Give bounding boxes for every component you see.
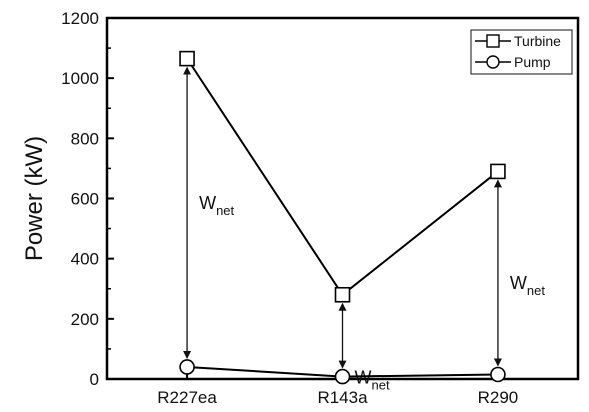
data-series	[179, 50, 506, 385]
turbine-point	[179, 50, 195, 67]
pump-point	[490, 366, 506, 383]
y-tick-label: 200	[71, 310, 99, 329]
tick-marks	[107, 17, 499, 380]
x-tick-label: R227ea	[157, 388, 217, 407]
series-line-turbine	[186, 58, 499, 297]
legend-label: Pump	[514, 54, 551, 70]
y-tick-label: 400	[71, 250, 99, 269]
tick-labels: 0 200 400 600 800 1000 1200 R227ea R143a R290	[61, 9, 518, 407]
y-tick-label: 1200	[61, 9, 99, 28]
legend-square-marker	[486, 34, 500, 48]
wnet-subscript: net	[216, 203, 234, 218]
y-axis-title: Power (kW)	[21, 136, 48, 261]
pump-point	[334, 368, 351, 385]
legend-circle-marker	[486, 55, 500, 69]
x-tick-label: R290	[478, 388, 519, 407]
legend-label: Turbine	[514, 33, 561, 49]
legend: Turbine Pump	[470, 29, 573, 75]
y-tick-label: 800	[71, 129, 99, 148]
turbine-point	[490, 163, 506, 180]
wnet-label: Wnet	[199, 193, 234, 218]
y-tick-label: 0	[90, 370, 99, 389]
turbine-point	[334, 286, 351, 303]
y-tick-label: 600	[71, 190, 99, 209]
wnet-subscript: net	[527, 283, 545, 298]
pump-point	[179, 359, 195, 375]
y-tick-label: 1000	[61, 69, 99, 88]
wnet-subscript: net	[372, 378, 390, 393]
x-tick-label: R143a	[317, 388, 368, 407]
wnet-label: Wnet	[510, 273, 545, 298]
